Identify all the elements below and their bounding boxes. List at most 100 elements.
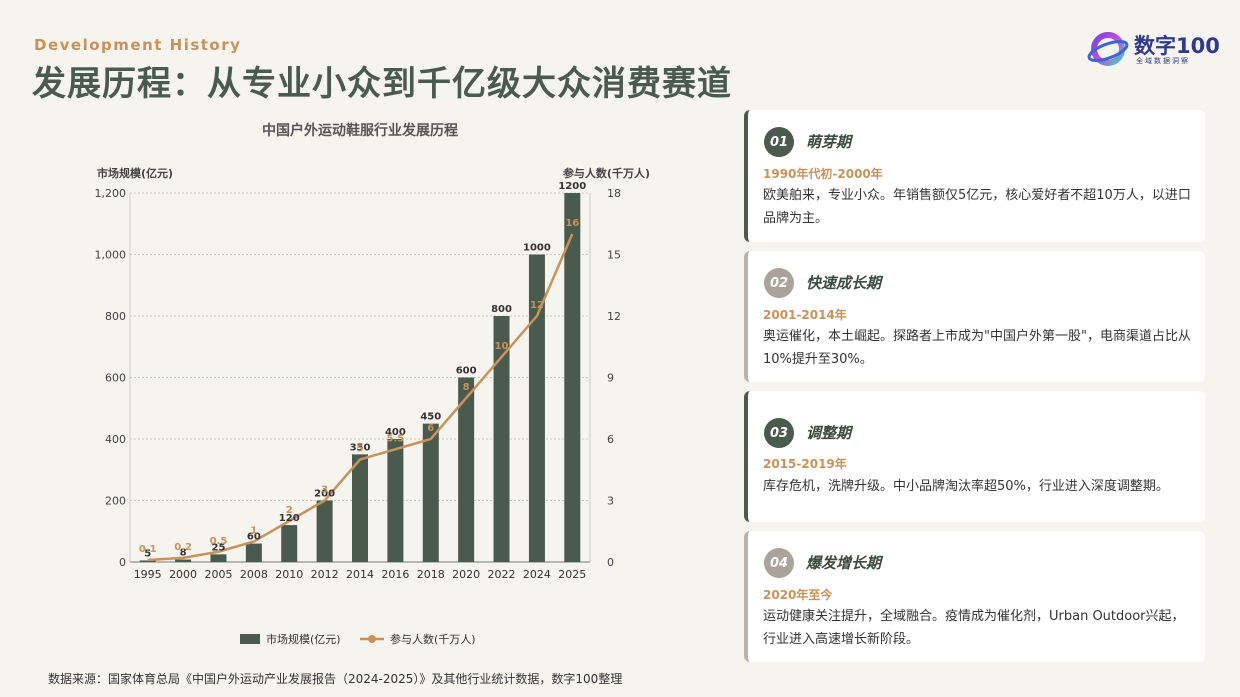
x-tick-label: 2000 — [169, 568, 197, 581]
bar-value-label: 5 — [144, 548, 151, 559]
bar-2008 — [245, 543, 262, 562]
line-value-label: 10 — [495, 341, 509, 352]
x-tick-label: 2005 — [204, 568, 232, 581]
x-tick-label: 2024 — [523, 568, 551, 581]
x-tick-label: 2014 — [346, 568, 374, 581]
brand-name: 数字100 — [1134, 34, 1220, 58]
stage-description: 库存危机，洗牌升级。中小品牌淘汰率超50%，行业进入深度调整期。 — [763, 479, 1169, 494]
y2-tick-label: 18 — [607, 187, 621, 200]
x-tick-label: 2018 — [417, 568, 445, 581]
line-value-label: 0.5 — [210, 536, 228, 547]
bar-2000 — [175, 559, 192, 562]
stage-description: 奥运催化，本土崛起。探路者上市成为"中国户外第一股"，电商渠道占比从10%提升至… — [763, 329, 1191, 367]
brand-tagline: 全域数据洞察 — [1136, 57, 1190, 65]
x-tick-label: 2025 — [558, 568, 586, 581]
bar-value-label: 1000 — [523, 243, 551, 254]
x-tick-label: 2022 — [488, 568, 516, 581]
bar-2018 — [422, 423, 439, 562]
x-tick-label: 1995 — [134, 568, 162, 581]
x-tick-label: 2010 — [275, 568, 303, 581]
line-value-label: 3 — [321, 485, 328, 496]
section-subtitle: Development History — [34, 36, 242, 54]
stage-period: 2020年至今 — [763, 588, 833, 602]
x-tick-label: 2020 — [452, 568, 480, 581]
bar-2024 — [528, 254, 545, 562]
line-value-label: 6 — [427, 423, 434, 434]
bar-value-label: 800 — [491, 304, 512, 315]
stage-card-2: 02 快速成长期 2001-2014年 奥运催化，本土崛起。探路者上市成为"中国… — [744, 251, 1205, 382]
data-source-note: 数据来源：国家体育总局《中国户外运动产业发展报告（2024-2025）》及其他行… — [48, 672, 623, 686]
bar-value-label: 8 — [180, 548, 187, 559]
line-value-label: 8 — [463, 382, 470, 393]
bar-2020 — [458, 377, 475, 562]
stage-period: 2015-2019年 — [763, 457, 847, 471]
stage-period: 2001-2014年 — [763, 308, 847, 322]
brand-logo: 数字100 全域数据洞察 — [1086, 28, 1226, 70]
legend-line-marker — [368, 635, 376, 643]
bar-value-label: 400 — [385, 427, 406, 438]
bar-value-label: 25 — [212, 542, 226, 553]
y-tick-label: 600 — [105, 372, 126, 385]
stage-card-3: 03 调整期 2015-2019年 库存危机，洗牌升级。中小品牌淘汰率超50%，… — [744, 391, 1205, 522]
line-value-label: 16 — [565, 218, 579, 229]
stage-card-1: 01 萌芽期 1990年代初-2000年 欧美舶来，专业小众。年销售额仅5亿元，… — [744, 110, 1205, 242]
stage-number-badge: 02 — [764, 268, 794, 298]
stage-name: 快速成长期 — [806, 274, 882, 292]
y2-axis-title: 参与人数(千万人) — [563, 166, 650, 180]
stage-period: 1990年代初-2000年 — [763, 167, 883, 181]
bar-2022 — [493, 316, 510, 562]
stage-number-badge: 03 — [764, 418, 794, 448]
line-value-label: 0.1 — [139, 544, 157, 555]
bar-value-label: 600 — [456, 366, 477, 377]
y2-tick-label: 0 — [607, 556, 614, 569]
stage-description: 运动健康关注提升，全域融合。疫情成为催化剂，Urban Outdoor兴起，行业… — [763, 609, 1185, 647]
x-tick-label: 2012 — [311, 568, 339, 581]
y2-tick-label: 6 — [607, 433, 614, 446]
participant-line — [147, 233, 574, 562]
x-tick-label: 2016 — [381, 568, 409, 581]
bar-2012 — [316, 500, 333, 562]
line-value-label: 0.2 — [174, 542, 192, 553]
y-axis-title: 市场规模(亿元) — [97, 166, 173, 180]
y-tick-label: 1,000 — [95, 249, 127, 262]
x-tick-label: 2008 — [240, 568, 268, 581]
stage-name: 调整期 — [806, 424, 852, 442]
y2-tick-label: 9 — [607, 372, 614, 385]
bar-value-label: 450 — [420, 412, 441, 423]
bar-2014 — [352, 454, 368, 562]
brand-logo-icon — [1087, 32, 1129, 66]
line-value-label: 5.5 — [387, 433, 405, 444]
y2-tick-label: 15 — [607, 249, 621, 262]
bar-value-label: 60 — [247, 532, 261, 543]
legend-bar-swatch — [240, 634, 260, 644]
bar-1995 — [139, 560, 156, 562]
stage-number-badge: 04 — [764, 548, 794, 578]
bar-2005 — [210, 554, 227, 562]
line-value-label: 12 — [530, 300, 544, 311]
y-tick-label: 400 — [105, 433, 126, 446]
stage-name: 萌芽期 — [806, 133, 852, 151]
y-tick-label: 0 — [119, 556, 126, 569]
bar-2010 — [281, 525, 298, 562]
bar-value-label: 350 — [350, 442, 371, 453]
bar-value-label: 120 — [279, 513, 300, 524]
bar-value-label: 1200 — [558, 181, 586, 192]
y-tick-label: 800 — [105, 310, 126, 323]
stage-card-4: 04 爆发增长期 2020年至今 运动健康关注提升，全域融合。疫情成为催化剂，U… — [744, 531, 1205, 662]
line-value-label: 5 — [357, 444, 364, 455]
y-tick-label: 1,200 — [95, 187, 127, 200]
stage-description: 欧美舶来，专业小众。年销售额仅5亿元，核心爱好者不超10万人，以进口品牌为主。 — [763, 188, 1191, 226]
bar-2016 — [387, 439, 404, 562]
bar-value-label: 200 — [314, 489, 335, 500]
y-tick-label: 200 — [105, 495, 126, 508]
y2-tick-label: 3 — [607, 495, 614, 508]
chart-title: 中国户外运动鞋服行业发展历程 — [262, 123, 458, 139]
stage-name: 爆发增长期 — [806, 554, 882, 572]
y2-tick-label: 12 — [607, 310, 621, 323]
line-value-label: 1 — [250, 526, 257, 537]
bar-2025 — [564, 193, 581, 562]
line-value-label: 2 — [286, 505, 293, 516]
stage-number-badge: 01 — [764, 127, 794, 157]
legend-line-label: 参与人数(千万人) — [390, 632, 476, 646]
